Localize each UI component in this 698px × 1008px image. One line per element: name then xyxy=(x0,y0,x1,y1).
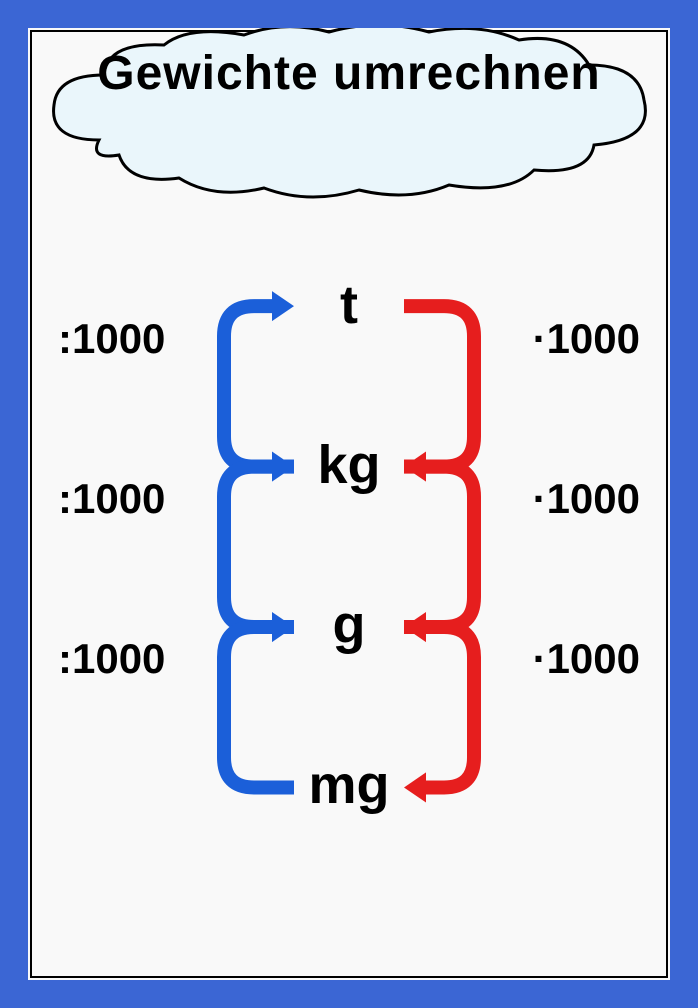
credit-text: © fraugrultz xyxy=(678,920,690,977)
title-container: Gewichte umrechnen xyxy=(28,46,670,101)
conversion-diagram: tkggmg :1000:1000:1000 ·1000·1000·1000 xyxy=(28,258,670,980)
arrows-svg xyxy=(28,258,670,980)
page-title: Gewichte umrechnen xyxy=(97,47,600,100)
poster-frame: Gewichte umrechnen tkggmg :1000:1000:100… xyxy=(0,0,698,1008)
